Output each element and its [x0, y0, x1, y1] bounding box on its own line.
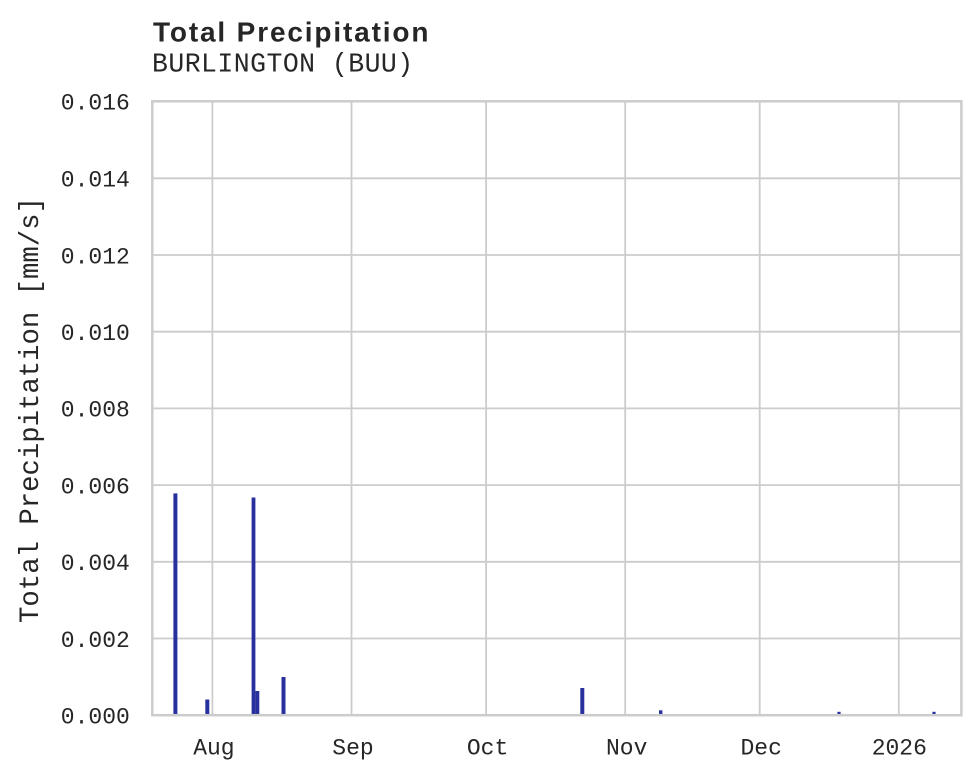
svg-text:BURLINGTON (BUU): BURLINGTON (BUU) [152, 49, 414, 79]
svg-text:0.006: 0.006 [61, 474, 130, 500]
svg-text:0.010: 0.010 [61, 321, 130, 347]
svg-text:Total Precipitation [mm/s]: Total Precipitation [mm/s] [16, 197, 47, 623]
svg-text:Oct: Oct [467, 736, 508, 762]
svg-text:Dec: Dec [740, 736, 781, 762]
svg-text:0.002: 0.002 [61, 628, 130, 654]
svg-text:0.016: 0.016 [61, 91, 130, 117]
svg-text:0.004: 0.004 [61, 551, 130, 577]
svg-text:2026: 2026 [872, 736, 927, 762]
svg-text:0.014: 0.014 [61, 168, 130, 194]
svg-text:Total Precipitation: Total Precipitation [153, 17, 430, 48]
svg-text:Aug: Aug [193, 736, 234, 762]
svg-text:Nov: Nov [606, 736, 648, 762]
svg-text:0.008: 0.008 [61, 398, 130, 424]
svg-text:0.012: 0.012 [61, 244, 130, 270]
svg-text:0.000: 0.000 [61, 705, 130, 731]
svg-text:Sep: Sep [332, 736, 373, 762]
